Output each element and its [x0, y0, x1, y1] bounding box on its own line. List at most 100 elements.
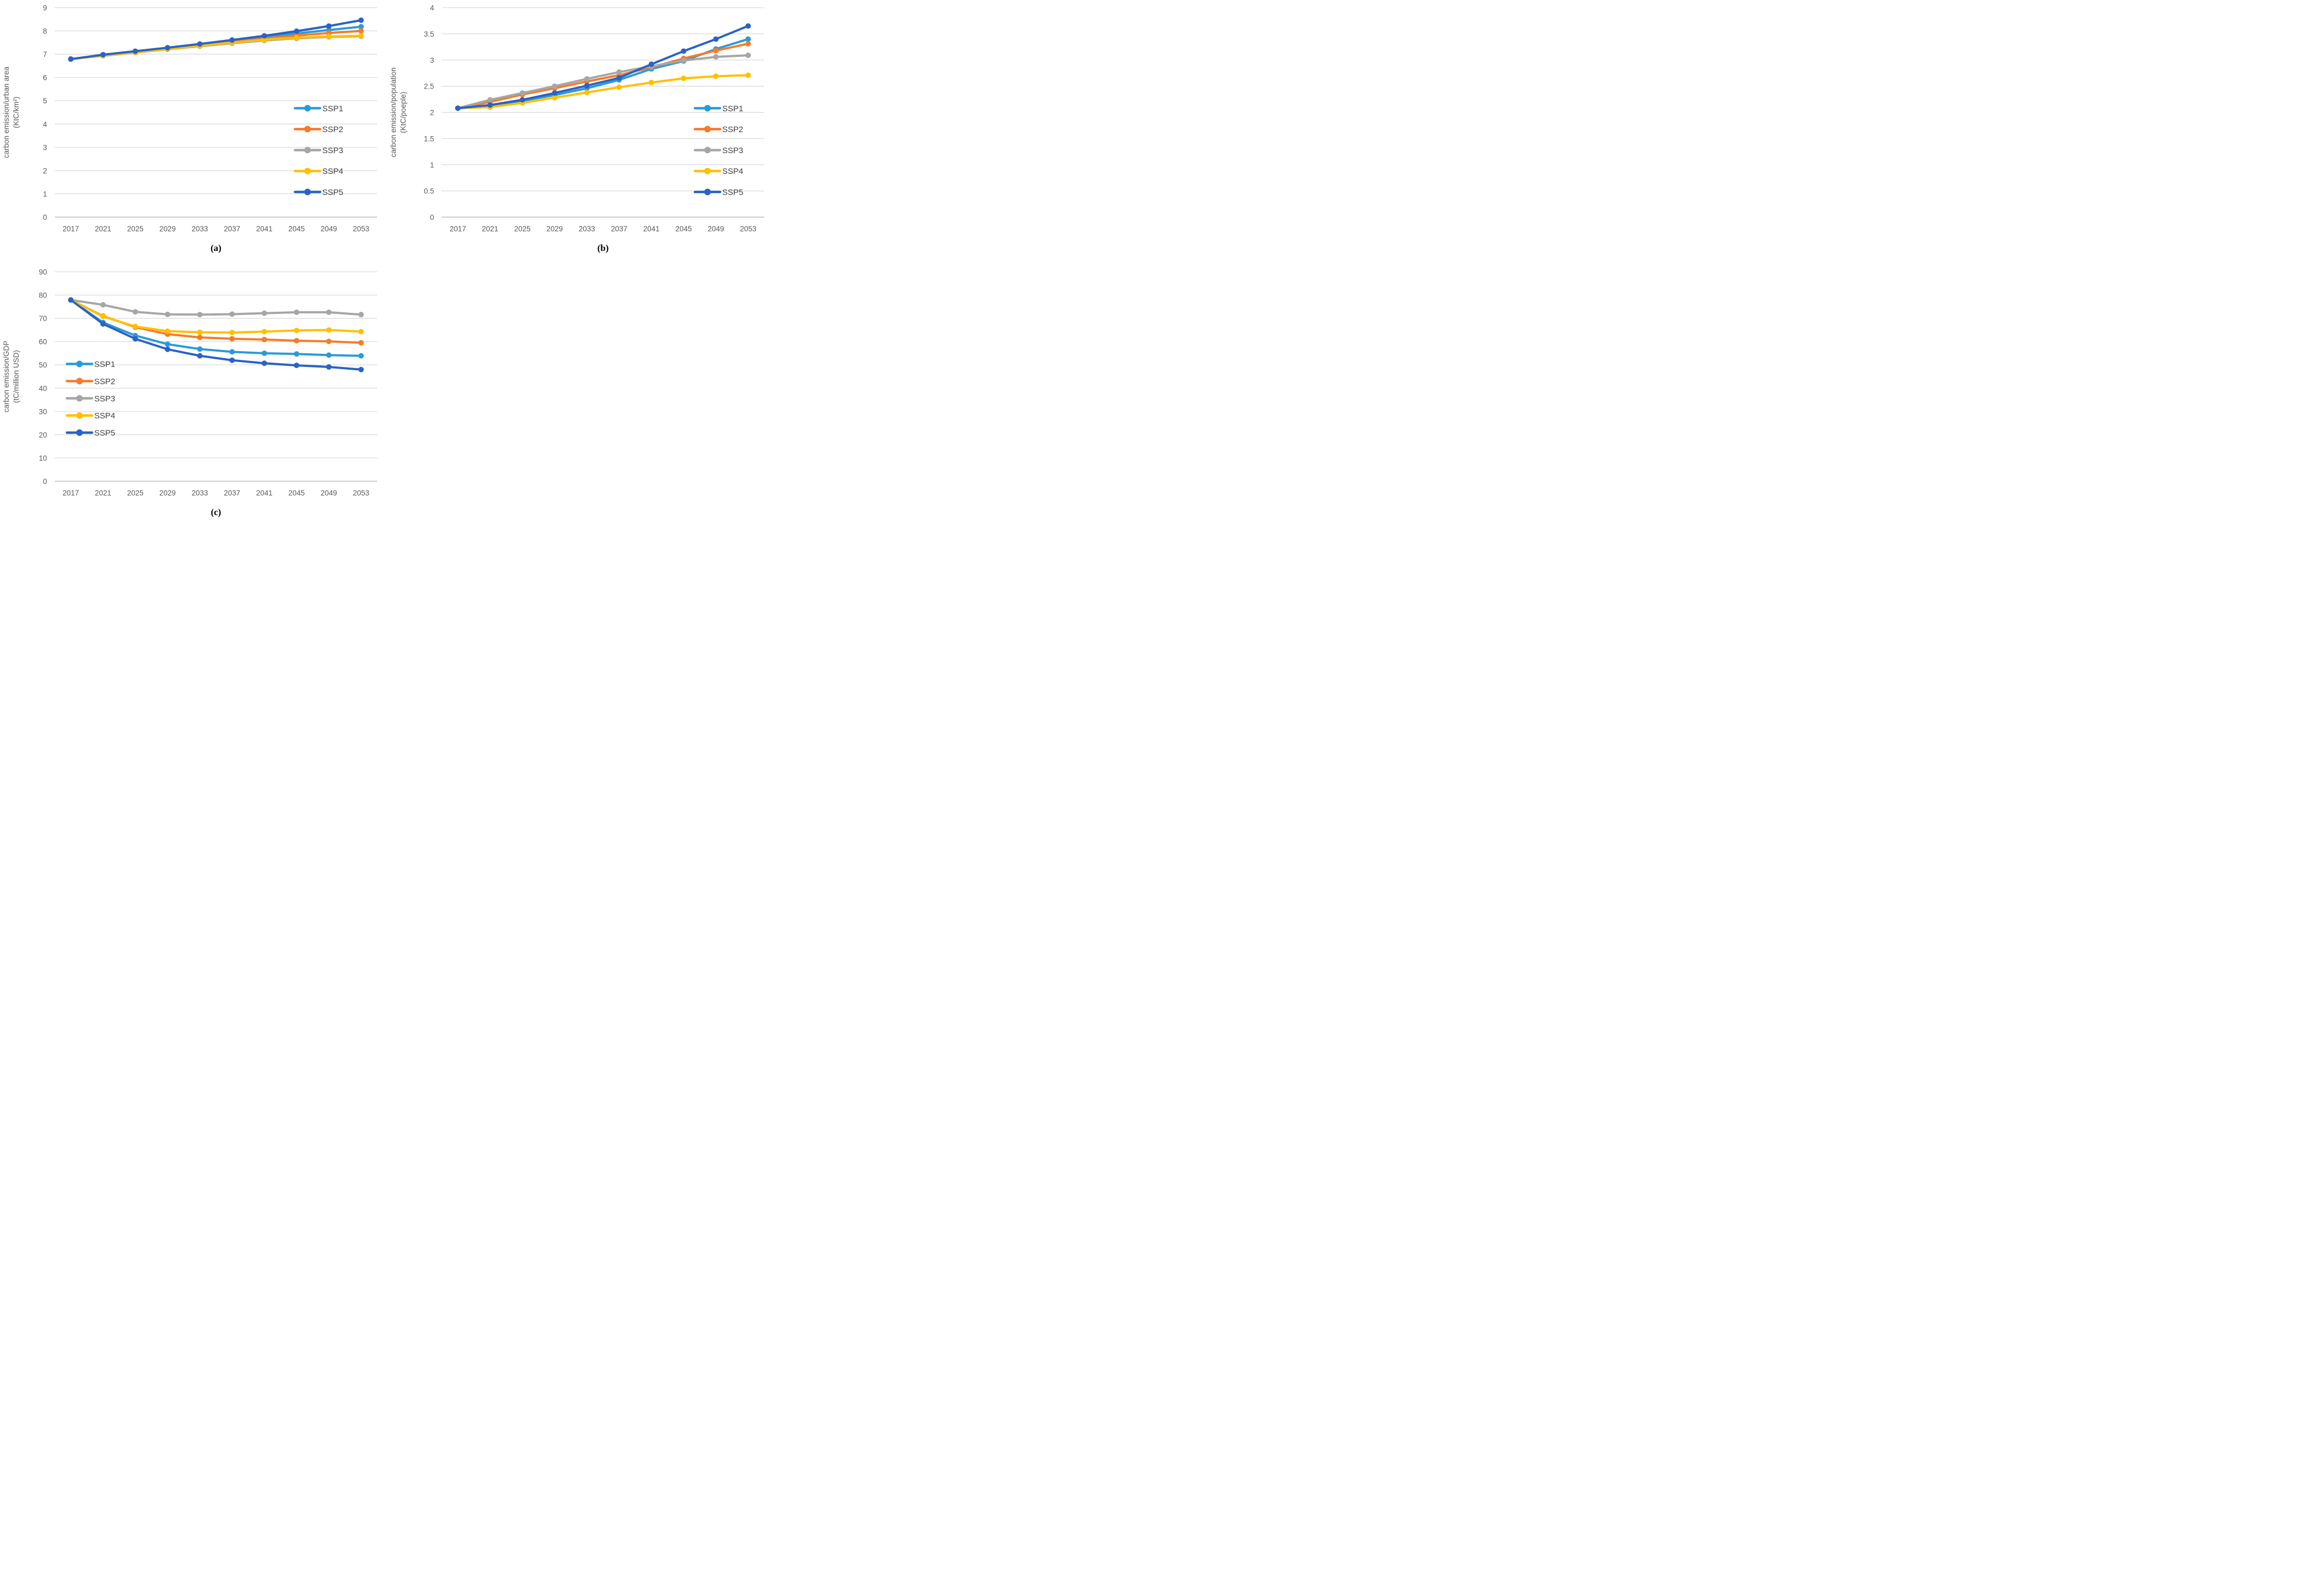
series-SSP3-point	[713, 54, 719, 60]
legend-marker-SSP2	[304, 126, 311, 133]
series-SSP2-point	[713, 48, 719, 54]
series-SSP4-point	[197, 329, 203, 335]
legend-marker-SSP4	[304, 167, 311, 174]
legend-label-SSP3: SSP3	[94, 394, 115, 404]
series-SSP1-point	[358, 24, 364, 30]
series-SSP5-point	[100, 51, 106, 57]
series-SSP3-point	[487, 97, 493, 103]
series-SSP3-point	[229, 311, 235, 317]
y-tick-label: 70	[39, 314, 47, 323]
y-tick-label: 60	[39, 338, 47, 346]
series-SSP3-point	[519, 90, 525, 96]
x-tick-label: 2049	[320, 489, 337, 497]
y-tick-label: 7	[43, 50, 47, 59]
legend-label-SSP4: SSP4	[722, 167, 743, 176]
chart-c-plot: 0 10 20 30 40 50 60 70 80 90 2017 2021 2025 2029 2033 2…	[0, 264, 383, 505]
legend-item-SSP1: SSP1	[66, 360, 115, 369]
y-tick-label: 50	[39, 361, 47, 369]
series-SSP4	[68, 33, 364, 62]
series-SSP4-point	[358, 329, 364, 335]
legend-marker-SSP3	[76, 395, 83, 402]
series-SSP5-point	[681, 48, 687, 54]
series-SSP1-line	[69, 299, 362, 357]
series-SSP5-point	[745, 23, 751, 29]
series-SSP3-point	[552, 83, 558, 89]
series-SSP3-point	[294, 310, 300, 316]
legend-marker-SSP5	[304, 189, 311, 196]
series-SSP1-point	[358, 353, 364, 359]
legend-label-SSP2: SSP2	[94, 377, 115, 386]
y-tick-label: 0	[43, 213, 47, 221]
series-SSP2	[68, 297, 364, 346]
legend-item-SSP5: SSP5	[294, 188, 343, 197]
x-tick-label: 2021	[95, 489, 111, 497]
legend-marker-SSP2	[76, 377, 83, 384]
legend-marker-SSP3	[304, 147, 311, 154]
series-SSP4-line	[69, 299, 362, 334]
series-SSP4-point	[132, 324, 138, 330]
legend-label-SSP5: SSP5	[94, 429, 115, 438]
y-tick-label: 4	[430, 4, 434, 12]
x-tick-label: 2049	[707, 225, 724, 233]
series-SSP5-point	[713, 36, 719, 42]
y-tick-label: 30	[39, 407, 47, 416]
series-SSP5-point	[326, 23, 332, 29]
legend-label-SSP2: SSP2	[722, 125, 743, 135]
legend-marker-SSP4	[76, 412, 83, 419]
y-tick-label: 2.5	[424, 83, 434, 91]
x-tick-label: 2025	[127, 225, 143, 233]
figure-panels: 0 1 2 3 4 5 6 7 8 9 2017 2021 2025 2029 2033 2037 2041 20…	[0, 0, 775, 529]
series-SSP5-point	[261, 33, 267, 39]
legend-marker-SSP5	[76, 429, 83, 436]
series-SSP4-line	[456, 74, 750, 109]
series-SSP5-point	[68, 297, 74, 303]
series-SSP5-point	[165, 346, 171, 352]
x-tick-label: 2045	[288, 225, 305, 233]
series-SSP5-point	[294, 363, 300, 369]
series-SSP4-point	[326, 33, 332, 39]
series-SSP5-point	[455, 105, 461, 111]
y-tick-label: 8	[43, 27, 47, 36]
legend-marker-SSP3	[704, 147, 711, 154]
legend-label-SSP4: SSP4	[94, 411, 115, 421]
legend-item-SSP4: SSP4	[693, 167, 744, 176]
legend-label-SSP1: SSP1	[722, 104, 743, 113]
y-tick-label: 6	[43, 74, 47, 82]
x-tick-label: 2025	[127, 489, 143, 497]
legend-item-SSP1: SSP1	[693, 104, 744, 113]
x-tick-label: 2053	[353, 489, 369, 497]
x-tick-label: 2029	[546, 225, 563, 233]
series-SSP5-point	[165, 45, 171, 51]
series-SSP3-point	[358, 312, 364, 318]
series-SSP3-point	[616, 69, 622, 75]
legend-marker-SSP4	[704, 167, 711, 174]
y-tick-label: 0.5	[424, 187, 434, 195]
chart-b-svg: 0 0.5 1 1.5 2 2.5 3 3.5 4 2017 2021 2025 2029 2033 203…	[389, 4, 764, 233]
legend-label-SSP1: SSP1	[94, 360, 115, 369]
x-tick-label: 2033	[191, 225, 208, 233]
x-tick-label: 2033	[191, 489, 208, 497]
series-SSP3-point	[100, 302, 106, 308]
legend-label-SSP5: SSP5	[722, 188, 743, 197]
x-tick-label: 2029	[159, 489, 175, 497]
series-SSP4-point	[229, 330, 235, 336]
legend-item-SSP2: SSP2	[693, 125, 744, 135]
y-axis-title-line: (KtC/poeple)	[399, 92, 407, 133]
series-SSP4-point	[261, 37, 267, 43]
series-SSP5-point	[358, 366, 364, 372]
series-SSP4-point	[616, 84, 622, 90]
series-SSP5-point	[616, 75, 622, 81]
series-SSP5	[455, 23, 751, 111]
y-tick-label: 2	[430, 109, 434, 117]
legend-marker-SSP1	[304, 104, 311, 112]
y-axis-title-line: carbon emission/population	[389, 67, 397, 157]
x-tick-label: 2041	[256, 225, 272, 233]
y-tick-label: 2	[43, 167, 47, 175]
y-tick-label: 4	[43, 120, 47, 129]
y-tick-label: 90	[39, 268, 47, 276]
x-tick-label: 2045	[675, 225, 692, 233]
legend-item-SSP3: SSP3	[294, 146, 343, 155]
series-SSP3	[68, 297, 364, 318]
x-tick-label: 2041	[643, 225, 659, 233]
x-tick-label: 2017	[62, 225, 79, 233]
